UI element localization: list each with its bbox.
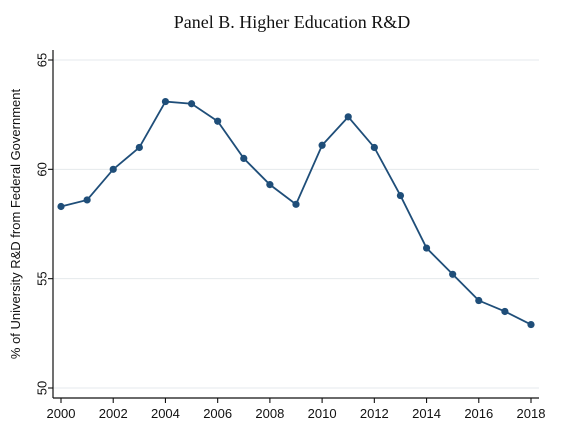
y-tick-label-55: 55 xyxy=(34,271,49,285)
series-line-0 xyxy=(60,100,532,326)
data-point-2013 xyxy=(396,191,405,200)
data-point-2004 xyxy=(161,97,170,106)
data-point-2012 xyxy=(370,143,378,152)
data-point-2010 xyxy=(318,141,326,149)
data-point-2003 xyxy=(135,143,143,152)
data-point-2005 xyxy=(187,100,196,108)
data-point-2017 xyxy=(501,307,509,316)
x-tick-label-2016: 2016 xyxy=(464,406,493,421)
x-tick-label-2000: 2000 xyxy=(47,406,76,421)
data-point-2014 xyxy=(422,244,431,252)
tick-layer: 50 55 60 65 2000 2002 2004 2006 2008 2010 2012 2014… xyxy=(34,53,545,421)
x-tick-label-2014: 2014 xyxy=(412,406,441,421)
chart-title: Panel B. Higher Education R&D xyxy=(174,12,410,32)
data-point-2000 xyxy=(57,202,65,211)
x-tick-label-2006: 2006 xyxy=(203,406,232,421)
data-point-2018 xyxy=(527,320,535,329)
grid-layer xyxy=(53,59,539,389)
x-tick-label-2010: 2010 xyxy=(308,406,337,421)
y-tick-label-60: 60 xyxy=(34,162,49,176)
data-point-2015 xyxy=(449,270,457,278)
x-tick-label-2004: 2004 xyxy=(151,406,180,421)
data-point-2006 xyxy=(214,117,222,125)
data-point-2009 xyxy=(292,200,300,208)
y-axis-title: % of University R&D from Federal Governm… xyxy=(8,89,23,360)
series-layer xyxy=(57,97,535,329)
axis-layer xyxy=(52,50,539,399)
data-point-2008 xyxy=(266,181,274,189)
data-point-2007 xyxy=(240,154,248,162)
data-point-2011 xyxy=(344,113,352,121)
y-tick-label-65: 65 xyxy=(34,53,49,67)
data-point-2002 xyxy=(109,165,117,173)
data-point-2001 xyxy=(83,196,91,204)
y-tick-label-50: 50 xyxy=(34,381,49,395)
data-point-2016 xyxy=(475,296,483,305)
x-tick-label-2002: 2002 xyxy=(99,406,128,421)
x-tick-label-2008: 2008 xyxy=(255,406,284,421)
x-tick-label-2012: 2012 xyxy=(360,406,389,421)
x-tick-label-2018: 2018 xyxy=(517,406,546,421)
